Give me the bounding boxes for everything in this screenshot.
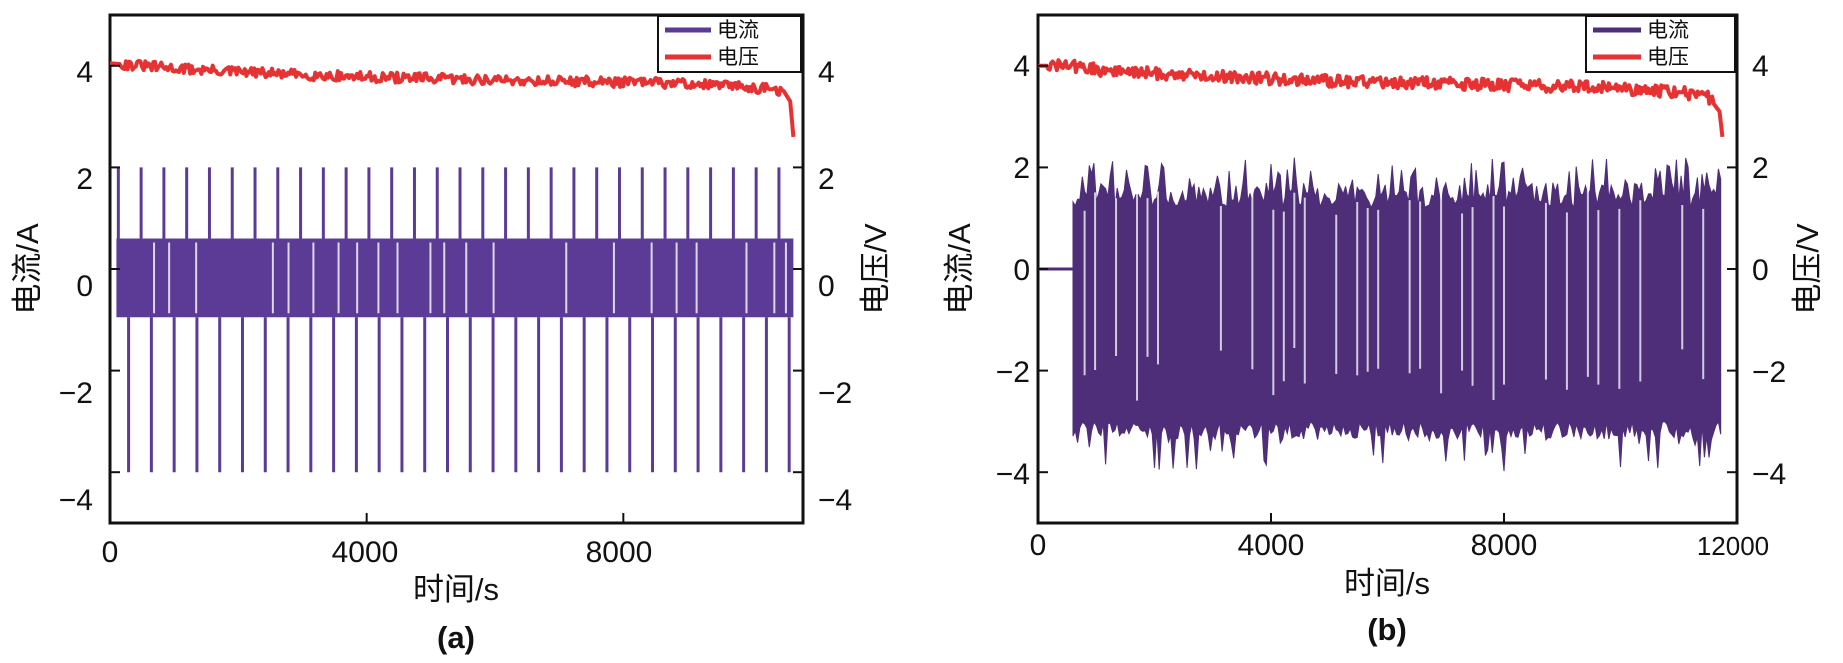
xtick-b-1: 4000 [1238, 529, 1305, 562]
voltage-line-a [109, 58, 796, 138]
ytick-left-a-0: −4 [59, 484, 93, 517]
ytick-right-a-0: −4 [818, 484, 852, 517]
ytick-right-b-4: 4 [1752, 50, 1769, 83]
ytick-left-b-2: 0 [1013, 254, 1030, 287]
legend-a: 电流 电压 [657, 15, 802, 73]
xlabel-b: 时间/s [1344, 566, 1430, 601]
legend-label-voltage-a: 电压 [717, 46, 759, 69]
ytick-right-b-0: −4 [1752, 458, 1786, 491]
voltage-line-b [1037, 58, 1725, 138]
xtick-a-1: 4000 [332, 536, 399, 569]
ytick-left-a-4: 4 [76, 56, 93, 89]
chart-panel-a: 4 2 0 −2 −4 4 2 0 −2 −4 0 4000 8000 时间/s… [10, 13, 893, 655]
legend-b: 电流 电压 [1585, 15, 1736, 73]
chart-panel-b: 4 2 0 −2 −4 4 2 0 −2 −4 0 4000 8000 1200… [942, 13, 1825, 647]
xtick-a-2: 8000 [586, 536, 653, 569]
legend-box-a [657, 15, 802, 73]
ytick-left-a-2: 0 [76, 270, 93, 303]
xlabel-a: 时间/s [413, 572, 499, 607]
ytick-right-a-2: 0 [818, 270, 835, 303]
ytick-left-a-1: −2 [59, 377, 93, 410]
xtick-b-3: 12000 [1697, 531, 1769, 561]
ytick-left-b-3: 2 [1013, 152, 1030, 185]
legend-box-b [1585, 15, 1736, 73]
ytick-left-b-1: −2 [996, 356, 1030, 389]
legend-label-current-b: 电流 [1647, 19, 1689, 42]
legend-label-voltage-b: 电压 [1647, 46, 1689, 69]
legend-label-current-a: 电流 [717, 19, 759, 42]
ytick-left-b-0: −4 [996, 458, 1030, 491]
xtick-a-0: 0 [102, 536, 119, 569]
ytick-right-b-2: 0 [1752, 254, 1769, 287]
current-band-a [116, 238, 794, 318]
ylabel-right-b: 电压/V [1790, 223, 1825, 315]
ytick-right-b-1: −2 [1752, 356, 1786, 389]
current-envelope-b [1072, 157, 1722, 472]
ylabel-left-a: 电流/A [10, 223, 45, 315]
ylabel-left-b: 电流/A [942, 223, 977, 315]
ytick-right-a-1: −2 [818, 377, 852, 410]
xtick-b-2: 8000 [1471, 529, 1538, 562]
ytick-right-b-3: 2 [1752, 152, 1769, 185]
ytick-right-a-3: 2 [818, 163, 835, 196]
panel-label-a: (a) [437, 620, 475, 655]
xtick-b-0: 0 [1030, 529, 1047, 562]
ytick-right-a-4: 4 [818, 56, 835, 89]
ytick-left-a-3: 2 [76, 163, 93, 196]
ytick-left-b-4: 4 [1013, 50, 1030, 83]
panel-label-b: (b) [1367, 612, 1407, 647]
ylabel-right-a: 电压/V [858, 223, 893, 315]
